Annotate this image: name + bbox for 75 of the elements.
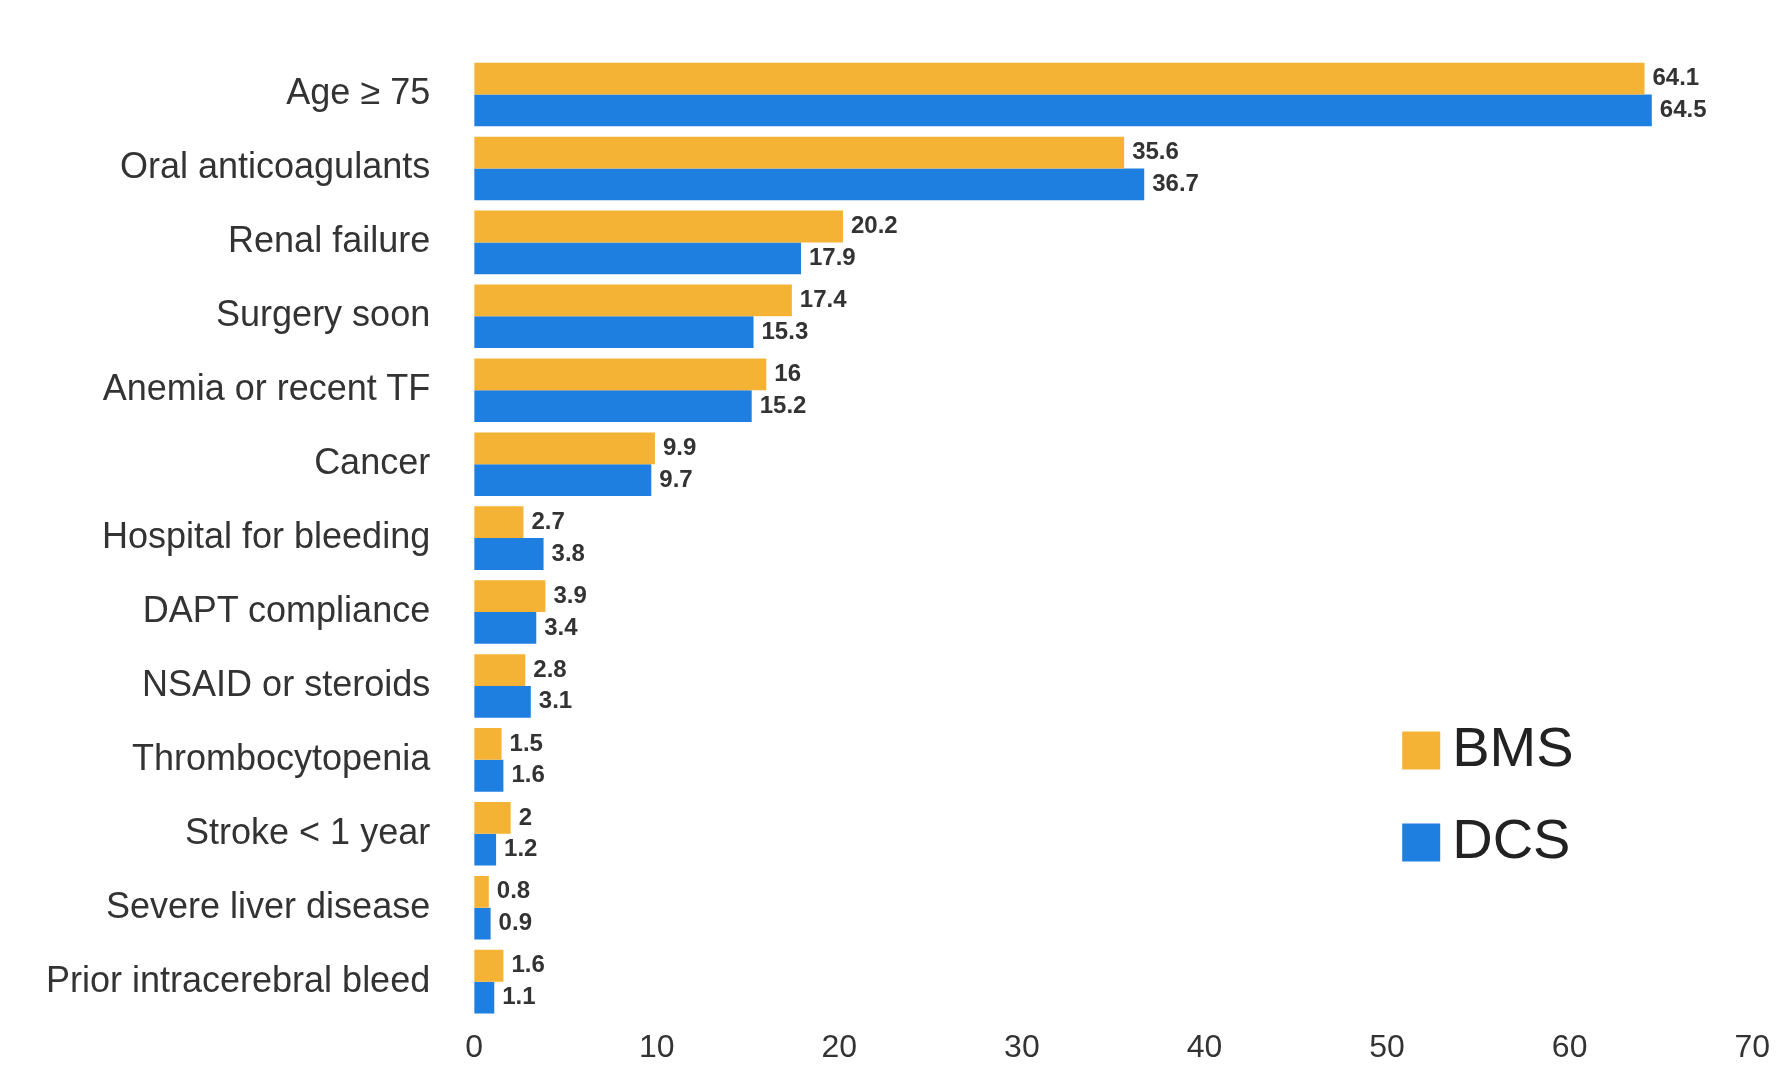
y-tick-label: Severe liver disease xyxy=(106,884,431,926)
legend-label: DCS xyxy=(1452,807,1571,871)
y-tick-label: Stroke < 1 year xyxy=(185,810,431,852)
y-tick-label: Prior intracerebral bleed xyxy=(46,958,431,1000)
bar xyxy=(474,612,537,644)
y-tick-label: DAPT compliance xyxy=(142,588,431,630)
bar xyxy=(474,981,495,1014)
y-tick-label: Cancer xyxy=(314,441,431,483)
y-tick-label: Surgery soon xyxy=(216,293,431,335)
data-label: 1.2 xyxy=(504,834,538,862)
bar xyxy=(474,538,544,570)
bar xyxy=(474,949,504,982)
data-label: 17.4 xyxy=(799,285,848,313)
bar xyxy=(474,284,792,317)
data-label: 1.6 xyxy=(511,950,545,978)
bar xyxy=(474,432,655,465)
data-label: 3.8 xyxy=(551,538,585,566)
data-label: 1.1 xyxy=(502,982,536,1010)
bar xyxy=(474,907,491,940)
y-tick-label: Renal failure xyxy=(228,219,431,261)
bar xyxy=(474,580,546,613)
data-label: 9.9 xyxy=(662,432,697,460)
data-label: 15.3 xyxy=(761,316,809,344)
data-label: 2 xyxy=(518,802,533,830)
bar xyxy=(474,464,652,496)
data-label: 20.2 xyxy=(850,211,898,239)
data-label: 17.9 xyxy=(808,242,856,270)
bar xyxy=(474,759,504,792)
bar xyxy=(474,94,1652,127)
x-tick-label: 10 xyxy=(638,1027,675,1064)
data-label: 3.4 xyxy=(544,612,579,640)
bar xyxy=(474,136,1125,169)
bar xyxy=(474,390,752,423)
bar xyxy=(474,728,502,760)
bar xyxy=(474,833,497,866)
bar xyxy=(474,242,801,275)
data-label: 64.5 xyxy=(1659,95,1707,123)
data-label: 0.8 xyxy=(496,876,531,904)
bar xyxy=(474,62,1645,95)
x-tick-label: 30 xyxy=(1004,1027,1040,1064)
x-tick-label: 60 xyxy=(1551,1027,1588,1064)
data-label: 15.2 xyxy=(759,390,807,418)
data-label: 2.7 xyxy=(531,506,565,534)
data-label: 1.5 xyxy=(509,728,543,756)
data-label: 64.1 xyxy=(1652,63,1700,91)
x-tick-label: 0 xyxy=(465,1027,484,1064)
x-tick-label: 70 xyxy=(1734,1027,1770,1064)
legend-label: BMS xyxy=(1452,715,1574,779)
y-tick-label: NSAID or steroids xyxy=(142,662,431,704)
data-label: 1.6 xyxy=(511,760,545,788)
bar xyxy=(474,168,1145,201)
bar xyxy=(474,358,767,391)
data-label: 3.9 xyxy=(553,580,587,608)
bar xyxy=(474,316,754,349)
bar xyxy=(474,210,843,243)
x-tick-label: 40 xyxy=(1186,1027,1223,1064)
y-tick-label: Hospital for bleeding xyxy=(101,515,431,557)
bar xyxy=(474,875,489,908)
data-label: 36.7 xyxy=(1152,169,1199,196)
y-tick-label: Age ≥ 75 xyxy=(286,71,431,113)
y-tick-label: Anemia or recent TF xyxy=(102,367,431,409)
data-label: 35.6 xyxy=(1132,137,1179,165)
data-label: 2.8 xyxy=(533,654,567,682)
y-tick-label: Thrombocytopenia xyxy=(132,736,432,778)
data-label: 0.9 xyxy=(498,908,532,936)
x-tick-label: 50 xyxy=(1369,1027,1405,1064)
data-label: 9.7 xyxy=(659,464,693,492)
bar xyxy=(474,685,531,718)
bar xyxy=(474,802,511,834)
bar xyxy=(474,654,526,686)
x-tick-label: 20 xyxy=(821,1027,858,1064)
data-label: 16 xyxy=(774,358,802,386)
bar xyxy=(474,506,524,539)
y-tick-label: Oral anticoagulants xyxy=(120,145,431,187)
data-label: 3.1 xyxy=(538,686,573,714)
